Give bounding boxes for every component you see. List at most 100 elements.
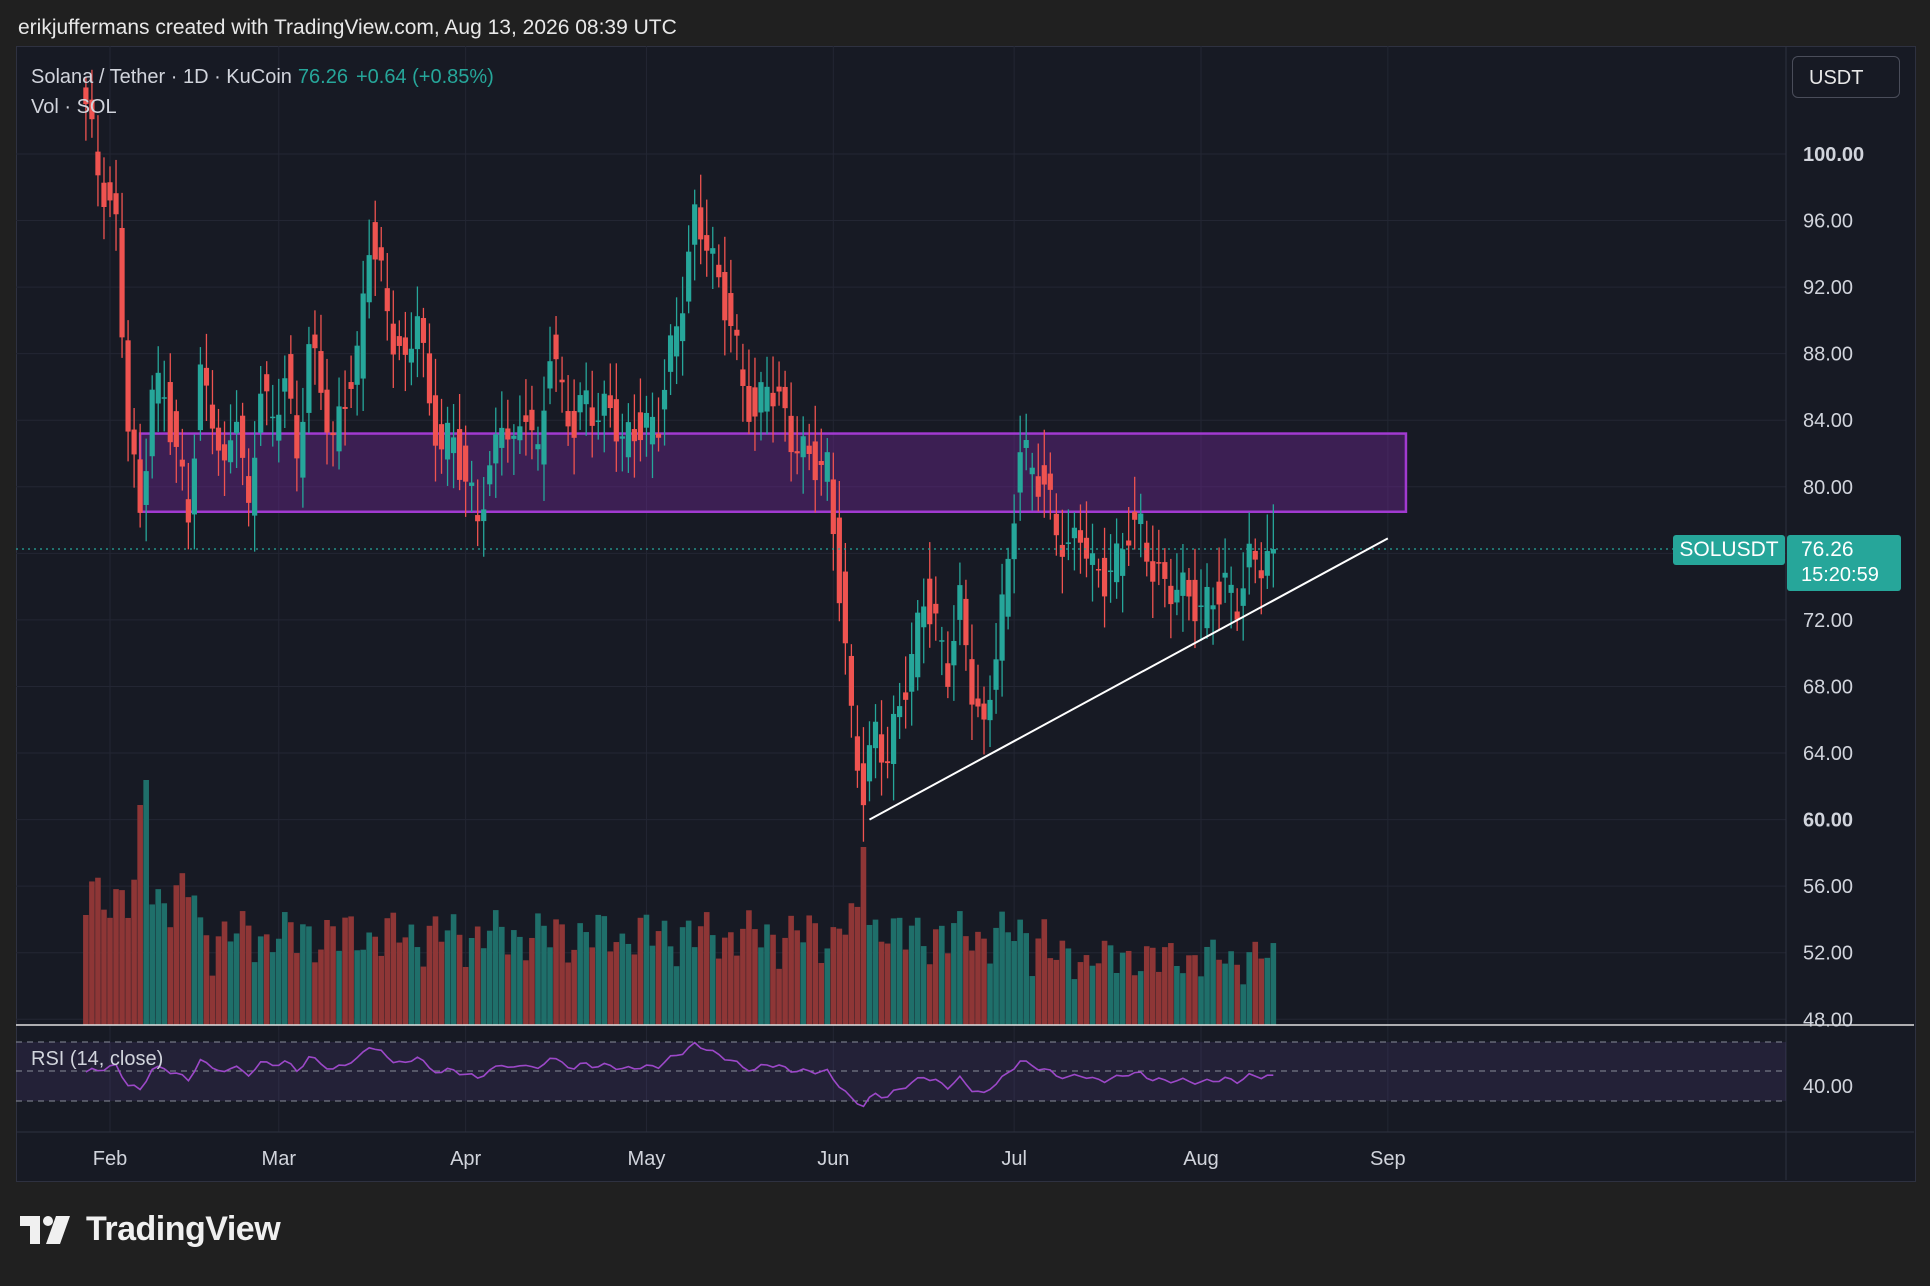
rsi-tick-label: 40.00 — [1803, 1076, 1853, 1098]
volume-bar — [408, 924, 415, 1025]
volume-bar — [227, 941, 234, 1025]
volume-bar — [529, 937, 535, 1025]
candle-body — [601, 393, 607, 416]
volume-bar — [715, 958, 722, 1025]
volume-bar — [709, 935, 716, 1025]
candle-body — [734, 329, 740, 336]
tradingview-logo[interactable]: TradingView — [20, 1210, 281, 1249]
price-tick-label: 64.00 — [1803, 743, 1853, 765]
volume-bar — [878, 941, 885, 1025]
volume-bar — [1222, 963, 1228, 1025]
volume-bar — [939, 925, 945, 1025]
volume-bar — [444, 930, 451, 1025]
volume-bar — [414, 947, 421, 1025]
volume-bar — [167, 927, 174, 1025]
volume-bar — [643, 914, 650, 1025]
volume-bar — [818, 962, 825, 1025]
axis-labels: 100.0096.0092.0088.0084.0080.0076.0072.0… — [93, 144, 1864, 1170]
candle-body — [969, 659, 975, 705]
symbol-name[interactable]: Solana / Tether · 1D · KuCoin — [31, 66, 292, 88]
candle-body — [294, 415, 300, 459]
volume-bar — [661, 920, 668, 1025]
volume-bar — [1258, 958, 1265, 1025]
volume-bar — [1143, 946, 1150, 1025]
candle-body — [481, 509, 487, 522]
candle-body — [402, 337, 408, 355]
candle-body — [637, 412, 644, 441]
volume-bar — [372, 936, 379, 1025]
volume-bar — [794, 930, 800, 1025]
volume-bar — [1017, 919, 1023, 1025]
symbol-price-tag: SOLUSDT — [1673, 535, 1785, 565]
volume-bar — [480, 948, 487, 1025]
candle-body — [523, 415, 529, 422]
candle-body — [1035, 476, 1041, 497]
volume-bar — [1174, 965, 1180, 1025]
tradingview-logo-icon — [20, 1215, 70, 1244]
volume-bar — [432, 916, 439, 1025]
candle-body — [1198, 605, 1204, 607]
volume-bar — [1252, 941, 1259, 1025]
candle-body — [800, 436, 806, 458]
volume-bar — [842, 934, 849, 1025]
volume-bar — [788, 915, 794, 1025]
volume-bar — [691, 947, 698, 1025]
volume-bar — [306, 926, 312, 1025]
price-tick-label: 96.00 — [1803, 211, 1853, 233]
volume-bar — [685, 920, 692, 1025]
candle-body — [107, 182, 113, 201]
candle-body — [1216, 581, 1222, 605]
candle-body — [197, 364, 204, 431]
candle-body — [927, 578, 933, 625]
volume-bar — [890, 918, 897, 1025]
volume-bar — [577, 923, 583, 1025]
candle-body — [475, 515, 481, 522]
candle-body — [143, 471, 149, 505]
volume-bar — [1113, 972, 1120, 1025]
candle-body — [354, 345, 360, 385]
volume-bar — [1035, 938, 1042, 1025]
volume-bar — [740, 928, 746, 1025]
volume-bar — [1228, 951, 1234, 1025]
time-tick-label: Sep — [1370, 1148, 1406, 1170]
volume-bar — [149, 904, 155, 1025]
candle-body — [945, 663, 951, 687]
candle-body — [179, 459, 185, 467]
price-tick-label: 60.00 — [1803, 810, 1853, 832]
volume-bar — [703, 912, 710, 1025]
volume-bar — [101, 909, 107, 1025]
candle-body — [438, 424, 445, 450]
candle-body — [1156, 562, 1162, 564]
candle-body — [161, 397, 167, 399]
volume-bar — [1041, 919, 1048, 1025]
candle-body — [282, 378, 288, 392]
candles — [83, 69, 1276, 842]
candle-body — [1065, 542, 1071, 544]
candle-body — [1150, 561, 1156, 582]
candle-body — [1264, 551, 1270, 576]
volume-bar — [263, 934, 270, 1025]
candle-body — [463, 445, 469, 482]
candle-body — [426, 353, 433, 404]
volume-bar — [776, 968, 782, 1025]
volume-bar — [143, 780, 149, 1025]
currency-button[interactable]: USDT — [1792, 56, 1900, 98]
candle-body — [782, 386, 788, 409]
candle-body — [1210, 605, 1216, 610]
candle-body — [915, 612, 921, 678]
volume-bar — [963, 936, 969, 1025]
candle-body — [511, 435, 517, 439]
volume-bar — [239, 911, 246, 1025]
rsi-line — [85, 1041, 1274, 1108]
candle-body — [740, 369, 746, 386]
candle-body — [306, 344, 312, 413]
volume-legend[interactable]: Vol · SOL — [31, 96, 117, 118]
symbol-legend[interactable]: Solana / Tether · 1D · KuCoin 76.26 +0.64 … — [31, 66, 494, 89]
volume-bar — [589, 947, 596, 1025]
candle-body — [589, 407, 595, 426]
rsi-legend[interactable]: RSI (14, close) — [31, 1048, 164, 1070]
candle-body — [854, 736, 861, 771]
candle-body — [1228, 584, 1234, 593]
volume-bar — [1011, 941, 1017, 1025]
